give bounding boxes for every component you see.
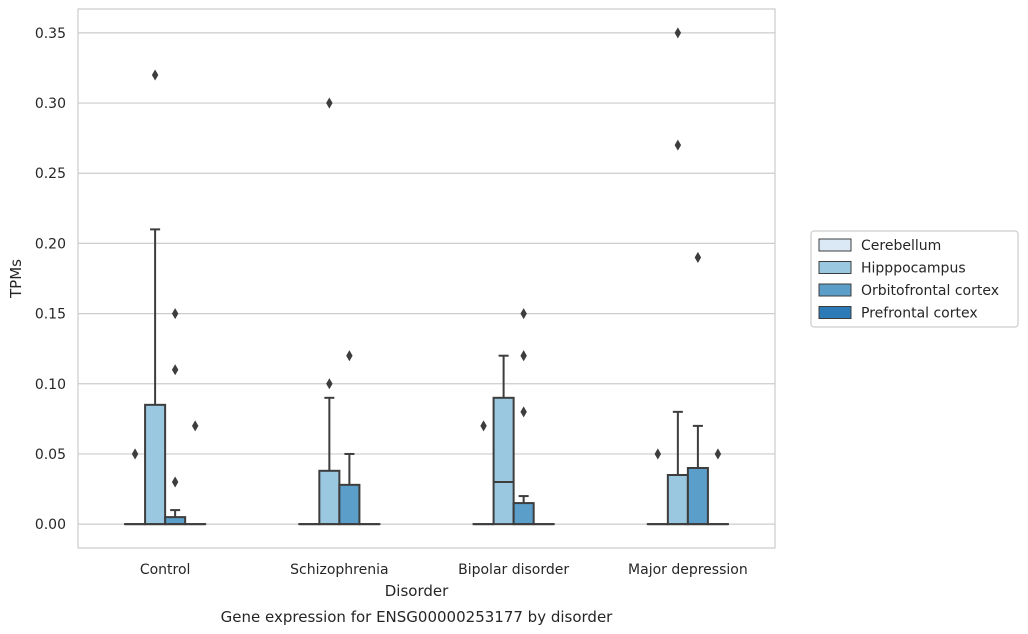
legend-swatch bbox=[818, 261, 852, 274]
outlier-point bbox=[346, 350, 353, 362]
outlier-point bbox=[520, 350, 527, 362]
outlier-point bbox=[674, 139, 682, 151]
y-tick-label: 0.15 bbox=[35, 307, 66, 323]
legend-label: Orbitofrontal cortex bbox=[861, 283, 999, 299]
legend-label: Prefrontal cortex bbox=[861, 306, 978, 322]
x-tick-label: Bipolar disorder bbox=[458, 562, 569, 578]
outlier-point bbox=[654, 448, 662, 460]
box-body bbox=[164, 516, 187, 526]
box-body bbox=[666, 474, 689, 526]
box-orbitofrontal-cortex bbox=[164, 308, 187, 526]
box-orbitofrontal-cortex bbox=[338, 350, 361, 526]
y-tick-label: 0.05 bbox=[35, 447, 66, 463]
outlier-point bbox=[171, 476, 179, 488]
y-tick-label: 0.35 bbox=[35, 26, 66, 42]
x-axis-label: Disorder bbox=[385, 582, 449, 600]
outlier-point bbox=[326, 378, 333, 390]
legend-frame bbox=[810, 230, 1019, 328]
box-prefrontal-cortex bbox=[184, 420, 207, 526]
outlier-point bbox=[171, 364, 179, 376]
y-tick-label: 0.25 bbox=[35, 166, 66, 182]
box-body bbox=[318, 469, 341, 526]
plot-frame bbox=[77, 8, 776, 549]
box-body bbox=[144, 403, 167, 526]
box-hipppocampus bbox=[492, 354, 515, 526]
legend-label: Cerebellum bbox=[861, 238, 941, 254]
x-tick-label: Control bbox=[140, 562, 191, 578]
outlier-point bbox=[520, 406, 527, 418]
box-cerebellum bbox=[646, 448, 669, 526]
box-orbitofrontal-cortex bbox=[686, 251, 709, 526]
outlier-point bbox=[714, 448, 722, 460]
box-hipppocampus bbox=[318, 97, 341, 526]
legend-swatch bbox=[818, 238, 852, 252]
x-tick-label: Schizophrenia bbox=[290, 562, 388, 578]
box-orbitofrontal-cortex bbox=[512, 308, 535, 526]
y-tick-label: 0.20 bbox=[35, 236, 66, 252]
x-tick-labels: Control Schizophrenia Bipolar disorder Majo… bbox=[140, 562, 748, 578]
box-body bbox=[512, 502, 535, 526]
box-body bbox=[492, 396, 515, 526]
outlier-point bbox=[191, 420, 199, 432]
outlier-point bbox=[131, 448, 139, 460]
box-body bbox=[686, 466, 709, 526]
chart-title: Gene expression for ENSG00000253177 by d… bbox=[221, 608, 614, 626]
outlier-point bbox=[326, 97, 333, 109]
box-hipppocampus bbox=[666, 27, 689, 526]
boxes-layer bbox=[124, 27, 729, 526]
outlier-point bbox=[480, 420, 487, 432]
y-tick-label: 0.00 bbox=[35, 517, 66, 533]
outlier-point bbox=[171, 308, 179, 320]
box-cerebellum bbox=[472, 420, 495, 526]
y-tick-labels: 0.00 0.05 0.10 0.15 0.20 0.25 0.30 0.35 bbox=[35, 26, 66, 533]
legend: Cerebellum Hipppocampus Orbitofrontal cort… bbox=[810, 230, 1019, 328]
outlier-point bbox=[694, 251, 702, 263]
outlier-point bbox=[674, 27, 682, 39]
box-body bbox=[338, 483, 361, 526]
box-prefrontal-cortex bbox=[706, 448, 729, 526]
x-tick-label: Major depression bbox=[628, 562, 748, 578]
grid-lines bbox=[78, 32, 775, 525]
outlier-point bbox=[151, 69, 159, 81]
y-tick-label: 0.30 bbox=[35, 96, 66, 112]
legend-swatch bbox=[818, 283, 852, 297]
y-axis-label: TPMs bbox=[7, 259, 25, 299]
legend-swatch bbox=[818, 306, 852, 319]
y-tick-label: 0.10 bbox=[35, 377, 66, 393]
box-cerebellum bbox=[124, 448, 147, 526]
box-hipppocampus bbox=[144, 69, 167, 526]
legend-label: Hipppocampus bbox=[861, 261, 966, 277]
outlier-point bbox=[520, 308, 527, 320]
